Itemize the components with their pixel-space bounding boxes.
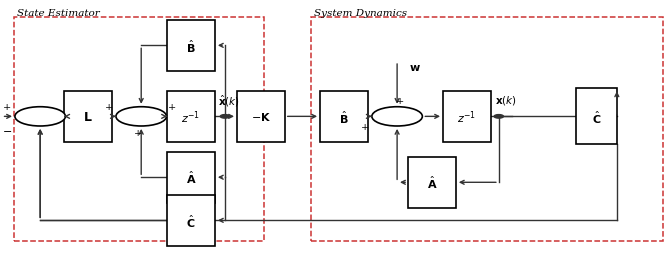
Circle shape — [116, 107, 167, 126]
FancyBboxPatch shape — [443, 92, 491, 142]
Circle shape — [220, 115, 229, 119]
FancyBboxPatch shape — [237, 92, 285, 142]
Text: +: + — [361, 122, 370, 132]
Text: +: + — [167, 102, 176, 111]
FancyBboxPatch shape — [320, 92, 368, 142]
Text: $z^{-1}$: $z^{-1}$ — [458, 109, 476, 125]
FancyBboxPatch shape — [408, 157, 456, 208]
Circle shape — [372, 107, 422, 126]
Text: +: + — [396, 97, 405, 105]
Circle shape — [494, 115, 504, 119]
FancyBboxPatch shape — [167, 152, 215, 203]
Circle shape — [15, 107, 65, 126]
Text: $\mathbf{L}$: $\mathbf{L}$ — [83, 110, 93, 123]
Text: +: + — [105, 102, 113, 111]
Text: +: + — [3, 102, 11, 111]
FancyBboxPatch shape — [167, 21, 215, 71]
Text: $-$: $-$ — [2, 124, 12, 135]
Text: $\hat{\mathbf{B}}$: $\hat{\mathbf{B}}$ — [339, 109, 349, 125]
Text: $\hat{\mathbf{A}}$: $\hat{\mathbf{A}}$ — [427, 174, 438, 191]
Text: System Dynamics: System Dynamics — [314, 9, 407, 18]
Text: State Estimator: State Estimator — [17, 9, 99, 18]
Text: $\mathbf{w}$: $\mathbf{w}$ — [409, 61, 421, 72]
Text: $\hat{\mathbf{B}}$: $\hat{\mathbf{B}}$ — [186, 38, 196, 54]
Text: $\mathbf{x}(k)$: $\mathbf{x}(k)$ — [495, 94, 517, 107]
Text: $-\mathbf{K}$: $-\mathbf{K}$ — [251, 111, 271, 123]
Text: $\hat{\mathbf{C}}$: $\hat{\mathbf{C}}$ — [186, 212, 195, 229]
Text: +: + — [134, 128, 142, 137]
FancyBboxPatch shape — [64, 92, 112, 142]
Text: $\hat{\mathbf{C}}$: $\hat{\mathbf{C}}$ — [592, 109, 601, 125]
FancyBboxPatch shape — [167, 92, 215, 142]
FancyBboxPatch shape — [576, 89, 617, 145]
Text: $z^{-1}$: $z^{-1}$ — [181, 109, 201, 125]
Text: $\hat{\mathbf{A}}$: $\hat{\mathbf{A}}$ — [186, 169, 196, 186]
FancyBboxPatch shape — [167, 195, 215, 246]
Text: $\hat{\mathbf{x}}(k)$: $\hat{\mathbf{x}}(k)$ — [218, 93, 240, 108]
